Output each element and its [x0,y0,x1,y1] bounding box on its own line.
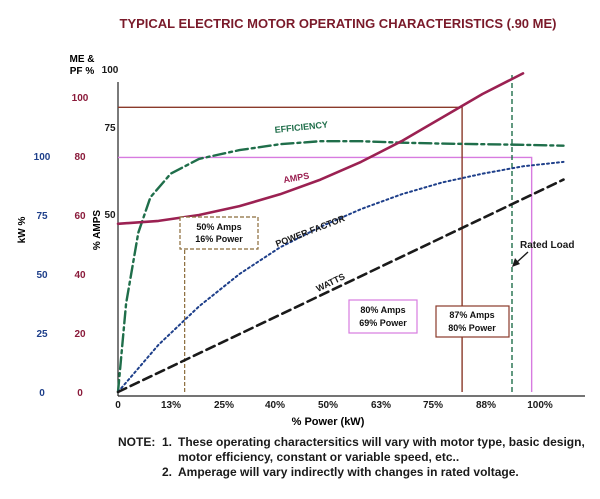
annotation-16-line2: 16% Power [195,234,243,244]
power-factor-label: POWER FACTOR [274,213,347,249]
watts-label: WATTS [314,271,346,294]
note-2-text: Amperage will vary indirectly with chang… [178,465,519,479]
kw-tick-label: 100 [34,152,51,163]
me-pf-axis-ticks: 0 20 40 60 80 100 [72,93,89,399]
me-pf-tick-label: 80 [74,152,86,163]
chart-title: TYPICAL ELECTRIC MOTOR OPERATING CHARACT… [120,16,557,31]
me-pf-axis-label-2: PF % [70,66,95,77]
annotation-69-line2: 69% Power [359,318,407,328]
amps-label: AMPS [283,171,310,185]
annotation-16-line1: 50% Amps [196,222,241,232]
x-tick-label: 50% [318,400,338,411]
me-pf-tick-label: 40 [74,270,86,281]
amps-axis-label: % AMPS [92,210,103,251]
note-1-text: These operating charactersitics will var… [178,435,585,464]
amps-tick-label: 75 [104,123,116,134]
note-1-number: 1. [162,435,173,449]
rated-load-arrow [515,251,529,264]
watts-curve [116,178,565,394]
x-tick-label: 0 [115,400,121,411]
me-pf-axis-label-1: ME & [70,54,95,65]
me-pf-tick-label: 60 [74,211,86,222]
amps-tick-label: 100 [102,65,119,76]
annotation-80-line1: 87% Amps [449,310,494,320]
rated-load-label: Rated Load [520,240,574,251]
x-tick-label: 40% [265,400,285,411]
kw-axis-ticks: 0 25 50 75 100 [34,152,51,399]
amps-curve [116,72,525,226]
annotation-69-power: 80% Amps 69% Power [348,299,418,334]
rated-load-arrowhead [512,258,520,267]
ref-line-80 [118,106,463,392]
kw-tick-label: 0 [39,388,45,399]
annotation-69-line1: 80% Amps [360,305,405,315]
x-tick-label: 25% [214,400,234,411]
x-tick-label: 13% [161,400,181,411]
kw-tick-label: 25 [36,329,48,340]
annotation-80-power: 87% Amps 80% Power [435,305,510,338]
me-pf-tick-label: 20 [74,329,86,340]
x-tick-label: 88% [476,400,496,411]
efficiency-label: EFFICIENCY [274,119,328,135]
kw-tick-label: 50 [36,270,48,281]
annotation-80-line2: 80% Power [448,323,496,333]
notes: NOTE: 1. These operating charactersitics… [118,435,588,480]
power-factor-curve [117,160,565,393]
notes-heading: NOTE: [118,435,156,449]
x-tick-label: 63% [371,400,391,411]
annotation-16-power: 50% Amps 16% Power [179,216,259,250]
me-pf-tick-label: 0 [77,388,83,399]
x-axis-ticks: 0 13% 25% 40% 50% 63% 75% 88% 100% [115,400,553,411]
amps-tick-label: 50 [104,210,116,221]
me-pf-tick-label: 100 [72,93,89,104]
kw-axis-label: kW % [17,217,28,244]
ref-line-69 [118,156,533,392]
curves [116,72,565,394]
kw-tick-label: 75 [36,211,48,222]
amps-axis-ticks: 50 75 100 [102,65,119,221]
x-tick-label: 100% [527,400,553,411]
x-axis-label: % Power (kW) [292,416,365,428]
x-tick-label: 75% [423,400,443,411]
note-2-number: 2. [162,465,173,479]
